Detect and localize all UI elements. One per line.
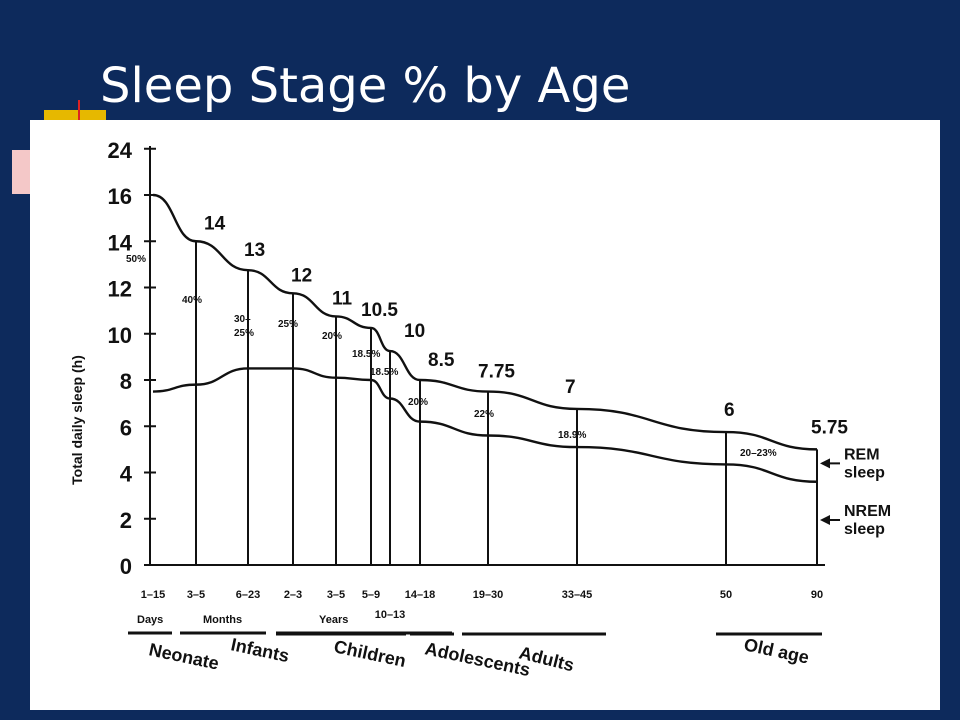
slide-title: Sleep Stage % by Age <box>100 58 631 114</box>
rem-percent-label: 22% <box>474 409 494 420</box>
y-tick-label: 8 <box>120 369 132 394</box>
rem-percent-label: 18.5% <box>352 349 380 360</box>
stage-label: Adolescents <box>423 638 532 680</box>
total-hours-label: 7.75 <box>478 362 515 383</box>
x-tick-label: 33–45 <box>562 589 593 601</box>
rem-series-line <box>152 193 818 451</box>
group-label: Years <box>319 614 348 626</box>
legend-arrowhead <box>820 458 830 469</box>
x-tick-label: 3–5 <box>327 589 345 601</box>
legend-label: sleep <box>844 464 885 481</box>
chart-panel: 0 2 4 6 8 10 12 14 16 24 Total daily sleep (h) 1–15… <box>30 120 940 710</box>
rem-percent-label: 20% <box>322 331 342 342</box>
total-hours-label: 6 <box>724 400 735 421</box>
rem-percent-label: 25% <box>234 328 254 339</box>
group-label: Days <box>137 614 163 626</box>
y-tick-label: 2 <box>120 508 132 533</box>
total-hours-label: 11 <box>332 288 353 309</box>
stage-label: Old age <box>742 634 811 667</box>
total-hours-label: 10 <box>404 321 425 342</box>
nrem-series-line <box>152 367 818 483</box>
x-tick-label: 2–3 <box>284 589 302 601</box>
total-hours-label: 14 <box>204 213 226 234</box>
stage-label: Children <box>332 636 408 671</box>
x-tick-label: 1–15 <box>141 589 165 601</box>
rem-percent-label: 18.9% <box>558 430 586 441</box>
decorative-line <box>78 100 80 130</box>
legend-label: REM <box>844 446 880 463</box>
x-tick-label: 6–23 <box>236 589 260 601</box>
rem-percent-label: 20–23% <box>740 448 777 459</box>
total-hours-label: 10.5 <box>361 300 398 321</box>
legend-label: sleep <box>844 521 885 538</box>
stage-label: Neonate <box>147 639 221 673</box>
legend-label: NREM <box>844 503 891 520</box>
y-tick-label: 14 <box>108 230 133 255</box>
total-hours-label: 8.5 <box>428 350 455 371</box>
x-tick-label: 10–13 <box>375 609 406 621</box>
x-tick-label: 50 <box>720 589 732 601</box>
total-hours-label: 7 <box>565 377 576 398</box>
legend-arrowhead <box>820 515 830 525</box>
rem-percent-label: 50% <box>126 254 146 265</box>
rem-percent-label: 30– <box>234 314 251 325</box>
total-hours-label: 12 <box>291 265 312 286</box>
y-tick-label: 24 <box>108 138 133 163</box>
x-tick-label: 90 <box>811 589 823 601</box>
rem-percent-label: 40% <box>182 295 202 306</box>
y-tick-label: 10 <box>108 323 132 348</box>
x-tick-label: 5–9 <box>362 589 380 601</box>
y-axis-label: Total daily sleep (h) <box>69 355 85 485</box>
y-tick-label: 12 <box>108 277 132 302</box>
rem-percent-label: 25% <box>278 319 298 330</box>
stage-label: Infants <box>229 634 291 666</box>
rem-percent-label: 18.5% <box>370 367 398 378</box>
rem-percent-label: 20% <box>408 397 428 408</box>
x-tick-label: 19–30 <box>473 589 504 601</box>
y-tick-label: 16 <box>108 184 132 209</box>
x-tick-label: 3–5 <box>187 589 205 601</box>
total-hours-label: 5.75 <box>811 417 848 438</box>
x-tick-label: 14–18 <box>405 589 436 601</box>
y-tick-label: 0 <box>120 554 132 579</box>
y-tick-label: 6 <box>120 415 132 440</box>
group-label: Months <box>203 614 242 626</box>
y-tick-label: 4 <box>120 462 133 487</box>
total-hours-label: 13 <box>244 240 265 261</box>
